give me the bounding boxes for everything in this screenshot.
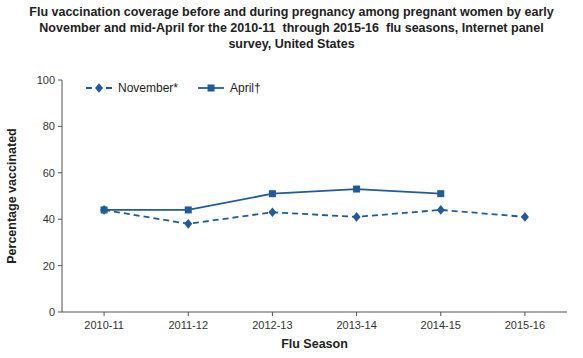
x-tick xyxy=(272,312,273,316)
y-tick-label: 20 xyxy=(43,260,55,272)
y-tick xyxy=(58,265,62,266)
x-axis-label: Flu Season xyxy=(281,337,348,351)
y-tick-label: 100 xyxy=(37,74,55,86)
point xyxy=(437,205,445,215)
title: survey, United States xyxy=(228,37,354,51)
y-axis-label: Percentage vaccinated xyxy=(5,128,19,264)
point xyxy=(268,207,276,217)
y-tick-label: 40 xyxy=(43,213,55,225)
y-tick xyxy=(58,219,62,220)
x-tick xyxy=(356,312,357,316)
y-tick xyxy=(58,126,62,127)
point xyxy=(100,205,108,215)
x-tick-label: 2014-15 xyxy=(421,319,461,331)
legend-label: November* xyxy=(118,81,178,95)
point xyxy=(184,219,192,229)
y-tick-label: 80 xyxy=(43,120,55,132)
y-tick-label: 60 xyxy=(43,167,55,179)
background xyxy=(0,0,583,358)
legend-marker xyxy=(95,83,103,93)
x-tick-label: 2013-14 xyxy=(336,319,376,331)
series-line xyxy=(104,189,441,210)
point xyxy=(353,212,361,222)
legend: November* April† xyxy=(86,81,261,95)
plot-area xyxy=(100,186,529,229)
chart: Flu vaccination coverage before and duri… xyxy=(0,0,583,358)
x-tick xyxy=(104,312,105,316)
x-tick xyxy=(524,312,525,316)
y-tick-label: 0 xyxy=(49,306,55,318)
x-tick-label: 2012-13 xyxy=(252,319,292,331)
point xyxy=(101,206,108,213)
x-tick-label: 2010-11 xyxy=(84,319,124,331)
point xyxy=(353,186,360,193)
y-tick xyxy=(58,172,62,173)
x-tick-label: 2015-16 xyxy=(505,319,545,331)
title: Flu vaccination coverage before and duri… xyxy=(29,5,553,19)
series-line xyxy=(104,210,525,224)
x-tick xyxy=(188,312,189,316)
y-tick xyxy=(58,312,62,313)
point xyxy=(269,190,276,197)
y-axis-line xyxy=(62,80,63,312)
y-tick xyxy=(58,80,62,81)
x-tick-label: 2011-12 xyxy=(168,319,208,331)
legend-marker xyxy=(208,85,215,92)
legend-label: April† xyxy=(230,81,261,95)
point xyxy=(437,190,444,197)
title: November and mid-April for the 2010-11 t… xyxy=(39,21,543,35)
point xyxy=(521,212,529,222)
point xyxy=(185,206,192,213)
x-tick xyxy=(440,312,441,316)
x-axis-line xyxy=(62,312,567,313)
